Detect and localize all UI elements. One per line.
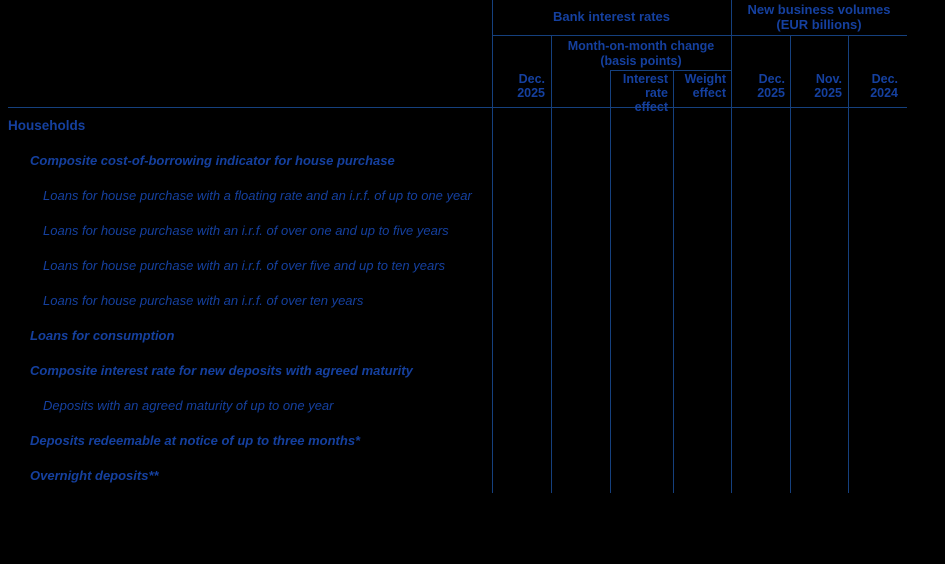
table-row: Deposits redeemable at notice of up to t… xyxy=(0,423,492,458)
month-on-month-change-header: Month-on-month change (basis points) xyxy=(551,39,731,69)
row-label: Loans for house purchase with an i.r.f. … xyxy=(43,258,446,273)
column-header-line: 2025 xyxy=(517,86,545,100)
grid-line-vertical xyxy=(673,70,674,493)
grid-line-vertical xyxy=(848,35,849,493)
new-business-volumes-header: New business volumes (EUR billions) xyxy=(731,2,907,32)
row-labels: Households Composite cost-of-borrowing in… xyxy=(0,108,492,493)
grid-line-horizontal xyxy=(492,35,907,36)
row-label: Loans for house purchase with a floating… xyxy=(43,188,472,203)
column-header-weight-effect: Weight effect xyxy=(673,72,731,100)
column-header-interest-rate-effect: Interest rate effect xyxy=(610,72,673,114)
column-header-line: 2025 xyxy=(814,86,842,100)
column-header-line: effect xyxy=(692,86,726,100)
column-header-line: rate effect xyxy=(634,86,668,114)
table-row: Loans for house purchase with an i.r.f. … xyxy=(0,283,492,318)
column-header-line: Interest xyxy=(622,72,668,86)
table-row: Loans for house purchase with an i.r.f. … xyxy=(0,213,492,248)
row-label: Deposits redeemable at notice of up to t… xyxy=(30,433,361,448)
column-header-volumes-dec-2025: Dec. 2025 xyxy=(731,72,790,100)
column-header-line: Dec. xyxy=(871,72,898,86)
bank-interest-rates-header: Bank interest rates xyxy=(492,9,731,24)
row-label: Loans for house purchase with an i.r.f. … xyxy=(43,293,364,308)
grid-line-vertical xyxy=(551,35,552,493)
row-label: Loans for consumption xyxy=(30,328,175,343)
row-label: Deposits with an agreed maturity of up t… xyxy=(43,398,334,413)
table-row: Overnight deposits** xyxy=(0,458,492,493)
month-on-month-change-line2: (basis points) xyxy=(600,54,682,68)
grid-line-horizontal xyxy=(8,107,907,108)
month-on-month-change-line1: Month-on-month change xyxy=(567,39,715,53)
row-label: Loans for house purchase with an i.r.f. … xyxy=(43,223,449,238)
column-header-line: 2024 xyxy=(870,86,898,100)
column-header-line: Dec. xyxy=(758,72,785,86)
row-label: Composite cost-of-borrowing indicator fo… xyxy=(30,153,395,168)
column-header-line: Dec. xyxy=(518,72,545,86)
row-label: Composite interest rate for new deposits… xyxy=(30,363,413,378)
column-header-line: Nov. xyxy=(815,72,842,86)
new-business-volumes-line2: (EUR billions) xyxy=(776,17,862,32)
table-row: Composite cost-of-borrowing indicator fo… xyxy=(0,143,492,178)
grid-line-vertical xyxy=(790,35,791,493)
grid-line-vertical xyxy=(731,0,732,493)
table-row: Loans for consumption xyxy=(0,318,492,353)
row-label: Households xyxy=(8,118,86,133)
table-row: Loans for house purchase with a floating… xyxy=(0,178,492,213)
grid-line-horizontal xyxy=(610,70,731,71)
table-row: Deposits with an agreed maturity of up t… xyxy=(0,388,492,423)
table-row: Composite interest rate for new deposits… xyxy=(0,353,492,388)
grid-line-vertical xyxy=(492,0,493,493)
table-row: Households xyxy=(0,108,492,143)
column-header-volumes-dec-2024: Dec. 2024 xyxy=(848,72,906,100)
row-label: Overnight deposits** xyxy=(30,468,159,483)
bank-interest-rates-label: Bank interest rates xyxy=(552,9,671,24)
column-header-rates-dec-2025: Dec. 2025 xyxy=(492,72,551,100)
grid-line-vertical xyxy=(610,70,611,493)
table-row: Loans for house purchase with an i.r.f. … xyxy=(0,248,492,283)
column-header-line: 2025 xyxy=(757,86,785,100)
new-business-volumes-line1: New business volumes xyxy=(747,2,891,17)
column-header-line: Weight xyxy=(684,72,726,86)
column-header-volumes-nov-2025: Nov. 2025 xyxy=(790,72,848,100)
